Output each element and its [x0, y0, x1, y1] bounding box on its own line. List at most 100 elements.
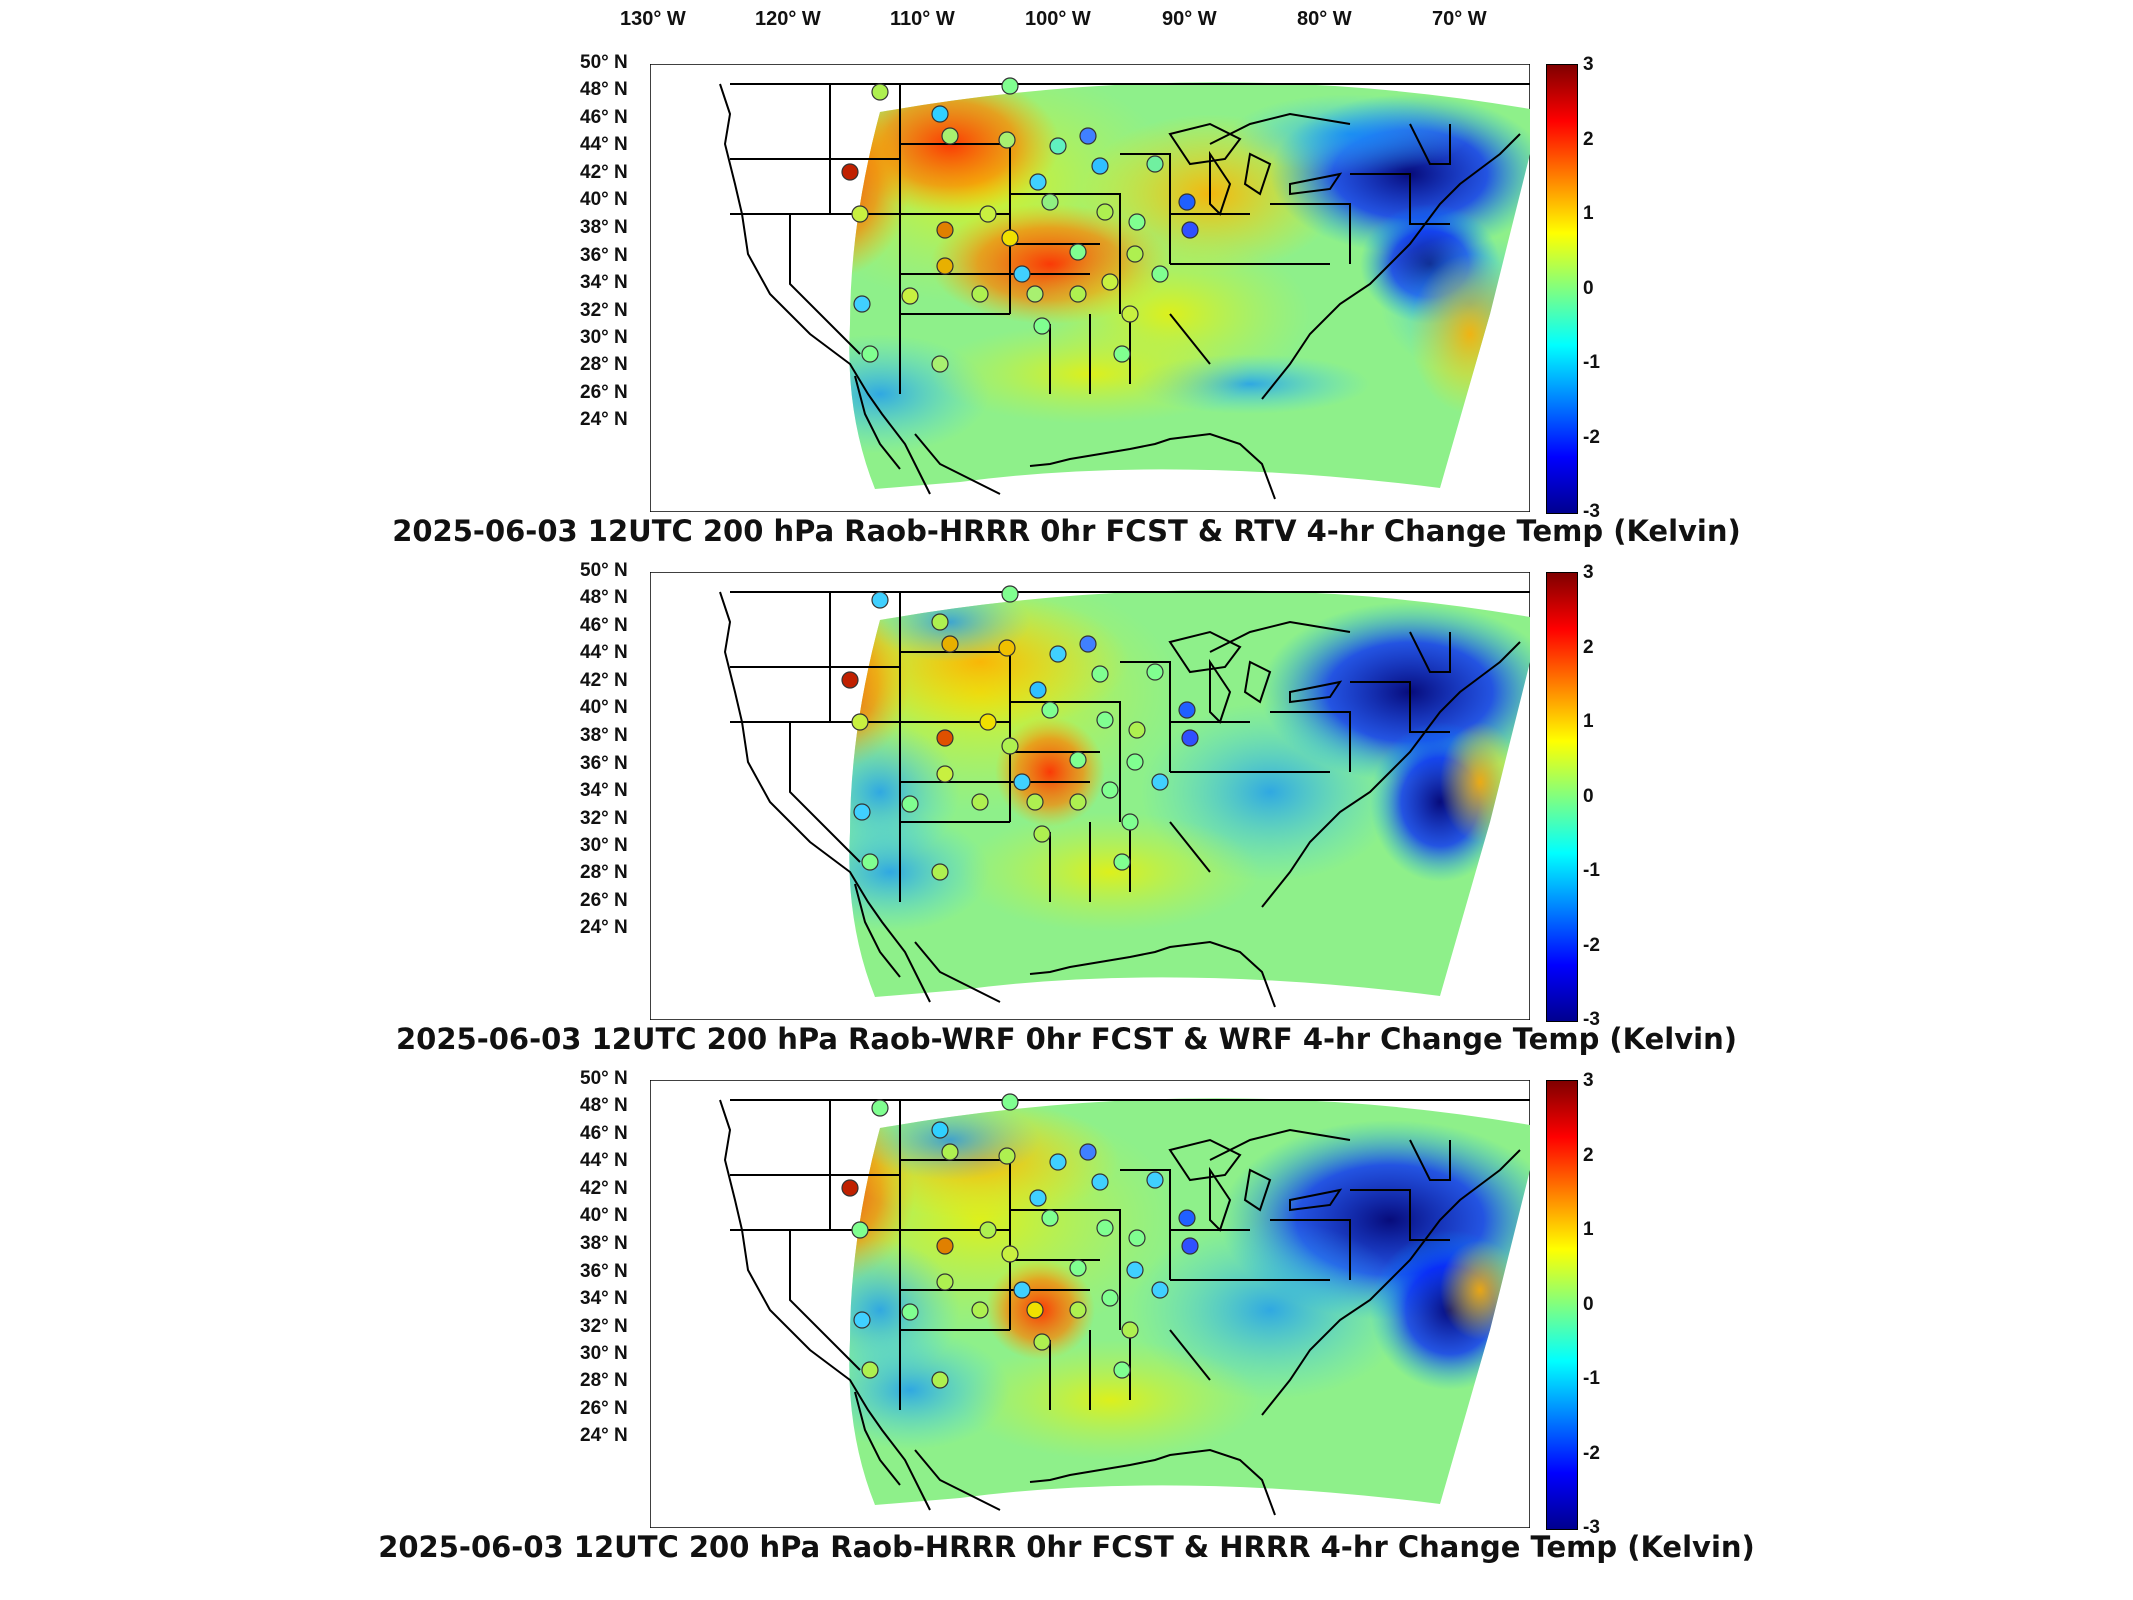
raob-station-marker: [1151, 1281, 1169, 1299]
raob-station-marker: [1101, 1289, 1119, 1307]
raob-station-marker: [853, 803, 871, 821]
raob-station-marker: [1079, 127, 1097, 145]
raob-station-marker: [901, 1303, 919, 1321]
lat-label: 50° N: [580, 52, 628, 73]
lat-label: 24° N: [580, 917, 628, 938]
raob-station-marker: [1113, 345, 1131, 363]
lat-label: 40° N: [580, 1205, 628, 1226]
raob-station-marker: [936, 729, 954, 747]
raob-station-marker: [1013, 265, 1031, 283]
lat-label: 44° N: [580, 1150, 628, 1171]
raob-station-marker: [971, 1301, 989, 1319]
lat-label: 48° N: [580, 1095, 628, 1116]
raob-station-marker: [936, 257, 954, 275]
raob-station-marker: [931, 105, 949, 123]
lat-label: 26° N: [580, 1398, 628, 1419]
state-boundaries: [719, 83, 1530, 500]
raob-station-marker: [1026, 793, 1044, 811]
raob-station-marker: [1001, 1245, 1019, 1263]
raob-station-marker: [1128, 213, 1146, 231]
raob-station-marker: [1079, 1143, 1097, 1161]
map-panel: 50° N 48° N 46° N 44° N 42° N 40° N 38° N 36° N…: [0, 1066, 2133, 1576]
raob-station-marker: [998, 1147, 1016, 1165]
lat-label: 36° N: [580, 753, 628, 774]
raob-station-marker: [851, 1221, 869, 1239]
lat-label: 24° N: [580, 1425, 628, 1446]
raob-station-marker: [1113, 1361, 1131, 1379]
raob-station-marker: [1001, 1093, 1019, 1111]
raob-station-marker: [1049, 645, 1067, 663]
raob-station-marker: [931, 613, 949, 631]
raob-station-marker: [1091, 1173, 1109, 1191]
raob-station-marker: [1041, 701, 1059, 719]
colorbar: [1546, 572, 1578, 1022]
raob-station-marker: [861, 1361, 879, 1379]
raob-station-marker: [871, 1099, 889, 1117]
lat-label: 32° N: [580, 1316, 628, 1337]
raob-station-marker: [1069, 243, 1087, 261]
raob-station-marker: [1181, 729, 1199, 747]
lat-label: 48° N: [580, 587, 628, 608]
lat-label: 26° N: [580, 890, 628, 911]
colorbar-tick-label: -3: [1583, 501, 1600, 522]
colorbar-tick-label: 3: [1583, 54, 1594, 75]
raob-station-marker: [1079, 635, 1097, 653]
raob-station-marker: [1029, 1189, 1047, 1207]
raob-station-marker: [871, 591, 889, 609]
raob-station-marker: [998, 639, 1016, 657]
raob-station-marker: [1151, 773, 1169, 791]
raob-station-marker: [1126, 753, 1144, 771]
raob-station-marker: [936, 765, 954, 783]
colorbar-tick-label: 0: [1583, 785, 1594, 807]
colorbar-tick-label: 3: [1583, 1070, 1594, 1091]
lat-label: 46° N: [580, 615, 628, 636]
colorbar-tick-label: -2: [1583, 426, 1600, 448]
lat-label: 46° N: [580, 107, 628, 128]
raob-station-marker: [1041, 1209, 1059, 1227]
map-panel: 50° N 48° N 46° N 44° N 42° N 40° N 38° N 36° N…: [0, 558, 2133, 1068]
colorbar-tick-label: -1: [1583, 1368, 1600, 1389]
colorbar-tick-label: 2: [1583, 128, 1594, 150]
panel-title: 2025-06-03 12UTC 200 hPa Raob-HRRR 0hr F…: [392, 514, 1741, 548]
lat-label: 42° N: [580, 162, 628, 183]
raob-station-marker: [936, 1273, 954, 1291]
lat-label: 50° N: [580, 560, 628, 581]
raob-station-marker: [1113, 853, 1131, 871]
lat-label: 28° N: [580, 862, 628, 883]
raob-station-marker: [1001, 585, 1019, 603]
raob-station-marker: [941, 1143, 959, 1161]
raob-station-marker: [1069, 1301, 1087, 1319]
raob-stations: [841, 585, 1199, 881]
raob-station-marker: [1026, 285, 1044, 303]
raob-station-marker: [1001, 77, 1019, 95]
lat-label: 26° N: [580, 382, 628, 403]
raob-station-marker: [1146, 663, 1164, 681]
lat-label: 42° N: [580, 1178, 628, 1199]
raob-station-marker: [1069, 793, 1087, 811]
colorbar-tick-label: -1: [1583, 860, 1600, 881]
lat-label: 38° N: [580, 725, 628, 746]
raob-station-marker: [979, 1221, 997, 1239]
raob-station-marker: [936, 1237, 954, 1255]
raob-station-marker: [998, 131, 1016, 149]
raob-station-marker: [1001, 737, 1019, 755]
lat-label: 34° N: [580, 272, 628, 293]
colorbar-tick-label: -3: [1583, 1009, 1600, 1030]
raob-station-marker: [861, 345, 879, 363]
raob-station-marker: [1013, 773, 1031, 791]
lat-label: 44° N: [580, 134, 628, 155]
raob-station-marker: [979, 713, 997, 731]
map-panel: 50° N 48° N 46° N 44° N 42° N 40° N 38° N 36° N…: [0, 50, 2133, 560]
raob-station-marker: [1049, 137, 1067, 155]
lat-label: 30° N: [580, 835, 628, 856]
colorbar-tick-label: 1: [1583, 711, 1594, 732]
colorbar: [1546, 1080, 1578, 1530]
colorbar-tick-label: 2: [1583, 1144, 1594, 1166]
colorbar-tick-label: 0: [1583, 1293, 1594, 1315]
raob-station-marker: [851, 205, 869, 223]
raob-station-marker: [901, 287, 919, 305]
raob-station-marker: [1001, 229, 1019, 247]
raob-station-marker: [1033, 317, 1051, 335]
lon-label: 70° W: [1432, 8, 1487, 30]
longitude-axis: 130° W 120° W 110° W 100° W 90° W 80° W …: [0, 0, 2133, 50]
